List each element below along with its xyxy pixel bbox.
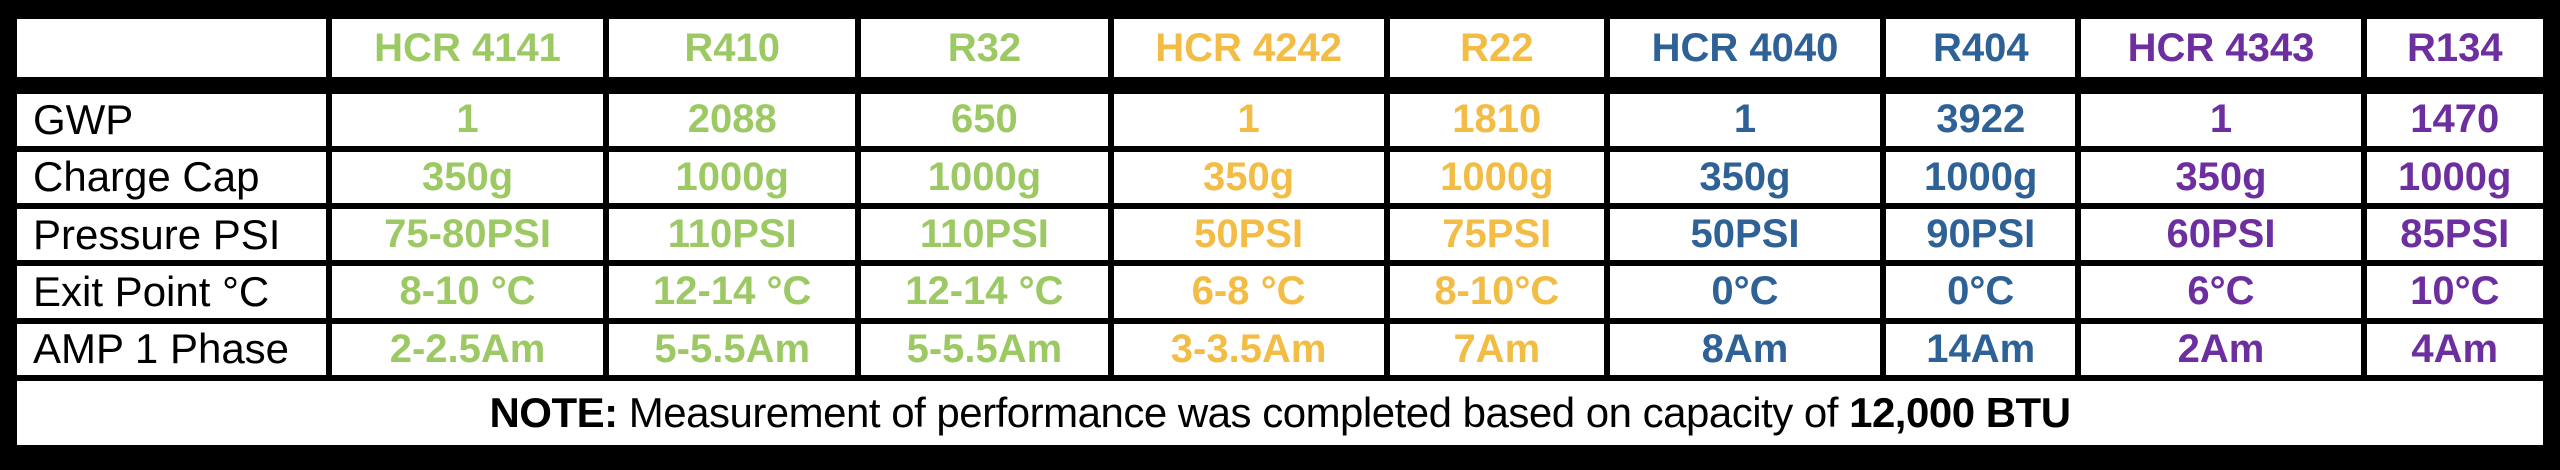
row-label: Pressure PSI	[11, 202, 332, 267]
column-header: HCR 4141	[325, 13, 610, 94]
row-label: GWP	[11, 82, 332, 152]
table-cell: 60PSI	[2075, 202, 2367, 267]
table-cell: 12-14 °C	[855, 260, 1114, 324]
table-cell: 350g	[325, 145, 610, 210]
table-cell: 1000g	[855, 145, 1114, 210]
corner-cell	[11, 13, 332, 94]
table-row: AMP 1 Phase 2-2.5Am 5-5.5Am 5-5.5Am 3-3.5Am 7…	[11, 317, 2550, 382]
table-cell: 2088	[603, 82, 862, 152]
table-cell: 1	[1107, 82, 1390, 152]
note-text: Measurement of performance was completed…	[617, 389, 1850, 436]
column-header: HCR 4040	[1603, 13, 1887, 94]
table-cell: 110PSI	[855, 202, 1114, 267]
table-cell: 350g	[2075, 145, 2367, 210]
table-cell: 2-2.5Am	[325, 317, 610, 382]
table-cell: 6-8 °C	[1107, 260, 1390, 324]
table-cell: 110PSI	[603, 202, 862, 267]
table-cell: 650	[855, 82, 1114, 152]
table-cell: 1000g	[1383, 145, 1610, 210]
column-header: R22	[1383, 13, 1610, 94]
column-header: HCR 4343	[2075, 13, 2367, 94]
table-row: Pressure PSI 75-80PSI 110PSI 110PSI 50PSI 75P…	[11, 202, 2550, 267]
table-cell: 8-10 °C	[325, 260, 610, 324]
table-cell: 1000g	[1880, 145, 2082, 210]
row-label: Charge Cap	[11, 145, 332, 210]
table-header-row: HCR 4141 R410 R32 HCR 4242 R22 HCR 4040 R404 HC…	[11, 13, 2550, 94]
table-cell: 14Am	[1880, 317, 2082, 382]
table-cell: 1	[2075, 82, 2367, 152]
note-cell: NOTE: Measurement of performance was com…	[11, 375, 2549, 451]
refrigerant-comparison-table: HCR 4141 R410 R32 HCR 4242 R22 HCR 4040 R404 HC…	[11, 13, 2550, 451]
row-label: AMP 1 Phase	[11, 317, 332, 382]
table-cell: 5-5.5Am	[855, 317, 1114, 382]
table-cell: 75-80PSI	[325, 202, 610, 267]
table-cell: 1470	[2360, 82, 2550, 152]
table-cell: 350g	[1107, 145, 1390, 210]
table-cell: 85PSI	[2360, 202, 2550, 267]
table-row: Exit Point °C 8-10 °C 12-14 °C 12-14 °C 6-8 …	[11, 260, 2550, 324]
table-cell: 50PSI	[1107, 202, 1390, 267]
note-label: NOTE:	[489, 389, 618, 436]
table-cell: 0°C	[1880, 260, 2082, 324]
table-cell: 1000g	[2360, 145, 2550, 210]
column-header: R410	[603, 13, 862, 94]
column-header: R134	[2360, 13, 2550, 94]
column-header: R32	[855, 13, 1114, 94]
table-row: Charge Cap 350g 1000g 1000g 350g 1000g 350g 100…	[11, 145, 2550, 210]
table-row: GWP 1 2088 650 1 1810 1 3922 1 1470	[11, 82, 2550, 152]
table-cell: 4Am	[2360, 317, 2550, 382]
row-label: Exit Point °C	[11, 260, 332, 324]
table-cell: 0°C	[1603, 260, 1887, 324]
table-cell: 3922	[1880, 82, 2082, 152]
table-cell: 1	[1603, 82, 1887, 152]
table-cell: 1	[325, 82, 610, 152]
table-cell: 1810	[1383, 82, 1610, 152]
table-cell: 6°C	[2075, 260, 2367, 324]
table-cell: 50PSI	[1603, 202, 1887, 267]
table-cell: 7Am	[1383, 317, 1610, 382]
table-cell: 12-14 °C	[603, 260, 862, 324]
table-cell: 1000g	[603, 145, 862, 210]
table-cell: 350g	[1603, 145, 1887, 210]
table-cell: 5-5.5Am	[603, 317, 862, 382]
table-cell: 10°C	[2360, 260, 2550, 324]
note-value: 12,000 BTU	[1849, 389, 2071, 436]
table-cell: 8-10°C	[1383, 260, 1610, 324]
column-header: HCR 4242	[1107, 13, 1390, 94]
table-cell: 2Am	[2075, 317, 2367, 382]
table-cell: 3-3.5Am	[1107, 317, 1390, 382]
column-header: R404	[1880, 13, 2082, 94]
table-cell: 75PSI	[1383, 202, 1610, 267]
table-cell: 90PSI	[1880, 202, 2082, 267]
table-cell: 8Am	[1603, 317, 1887, 382]
note-row: NOTE: Measurement of performance was com…	[11, 375, 2549, 451]
